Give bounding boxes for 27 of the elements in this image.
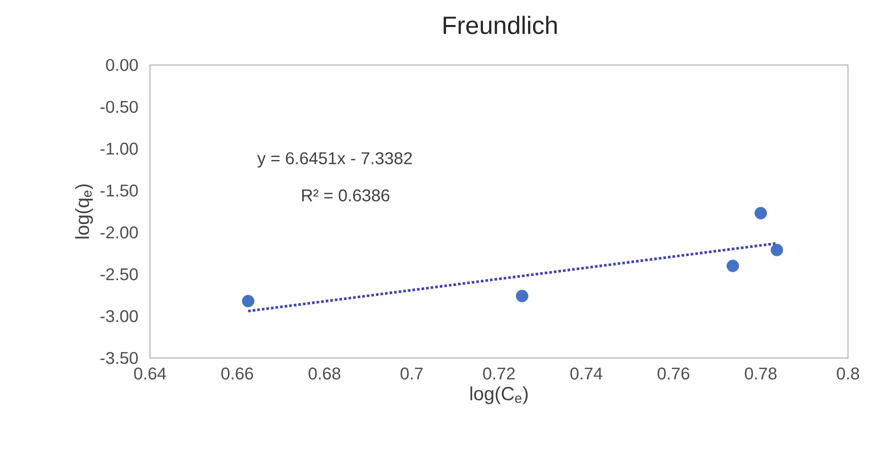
y-tick-label: -3.50: [100, 352, 138, 364]
x-tick-label: 0.7: [400, 368, 423, 380]
point: [726, 260, 740, 272]
x-tick-label: 0.72: [483, 368, 515, 380]
x-axis-title: log(C$_{e}$): [470, 386, 528, 404]
x-tick-label: 0.8: [836, 368, 860, 380]
y-tick-label: -1.50: [100, 184, 138, 197]
annotation: R² = 0.6386: [302, 189, 390, 202]
x-tick-label: 0.74: [570, 368, 602, 380]
point: [770, 244, 784, 256]
x-tick-label: 0.66: [221, 368, 254, 380]
y-tick-label: -1.00: [100, 142, 138, 155]
x-tick-label: 0.68: [308, 368, 340, 380]
x-tick-label: 0.76: [658, 368, 690, 380]
annotation: y = 6.6451x - 7.3382: [257, 152, 412, 168]
x-tick-label: 0.78: [744, 368, 777, 380]
y-tick-label: -2.00: [100, 226, 138, 238]
point: [242, 294, 254, 308]
point: [754, 206, 767, 220]
y-tick-label: -2.50: [100, 268, 138, 280]
y-tick-label: -3.00: [100, 310, 138, 322]
y-tick-label: -0.50: [100, 100, 138, 113]
x-tick-label: 0.64: [134, 368, 166, 380]
y-tick-label: 0.00: [106, 58, 138, 72]
chart-title: Freundlich: [444, 16, 557, 34]
y-axis-title: log(q$_{e}$): [75, 184, 93, 238]
point: [516, 290, 528, 302]
